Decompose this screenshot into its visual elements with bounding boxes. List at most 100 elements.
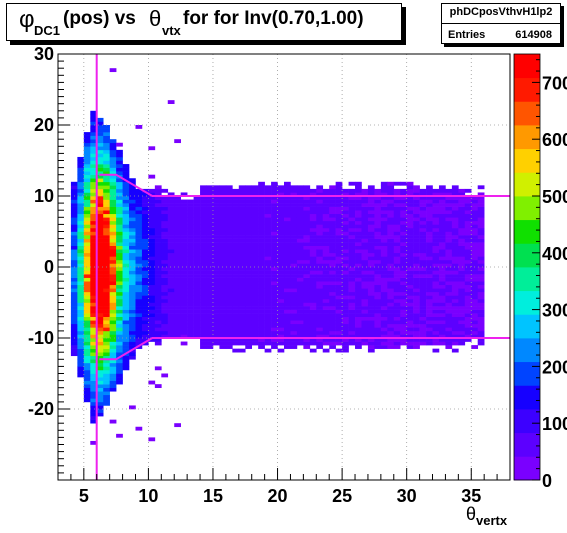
heatmap-cell: [277, 334, 285, 339]
heatmap-cell: [122, 210, 130, 215]
heatmap-cell: [90, 156, 98, 161]
heatmap-cell: [83, 398, 91, 403]
heatmap-cell: [458, 196, 466, 200]
heatmap-cell: [129, 267, 136, 271]
heatmap-cell: [161, 281, 169, 286]
heatmap-cell: [258, 192, 265, 197]
heatmap-cell: [277, 259, 285, 264]
heatmap-cell: [96, 384, 104, 388]
heatmap-cell: [355, 263, 362, 268]
heatmap-cell: [413, 196, 420, 200]
heatmap-cell: [116, 153, 123, 158]
heatmap-cell: [264, 277, 272, 282]
heatmap-cell: [109, 341, 117, 346]
heatmap-cell: [316, 309, 324, 314]
heatmap-cell: [335, 203, 343, 207]
heatmap-cell: [296, 316, 304, 321]
heatmap-cell: [335, 320, 343, 325]
heatmap-cell: [135, 224, 143, 229]
heatmap-cell: [367, 199, 375, 204]
heatmap-cell: [238, 291, 246, 296]
heatmap-cell: [219, 320, 227, 325]
heatmap-cell: [367, 203, 375, 207]
heatmap-cell: [380, 281, 388, 286]
heatmap-cell: [96, 281, 104, 286]
heatmap-cell: [277, 291, 285, 296]
heatmap-cell: [238, 245, 246, 250]
heatmap-cell: [245, 284, 253, 289]
heatmap-cell: [264, 231, 272, 236]
heatmap-cell: [477, 274, 485, 278]
heatmap-cell: [342, 210, 349, 215]
heatmap-cell: [187, 231, 194, 236]
heatmap-cell: [90, 281, 98, 286]
heatmap-cell: [361, 220, 369, 225]
heatmap-cell: [225, 256, 233, 261]
heatmap-cell: [335, 298, 343, 303]
heatmap-cell: [161, 210, 169, 215]
heatmap-cell: [458, 320, 466, 325]
heatmap-cell: [238, 185, 246, 190]
heatmap-cell: [103, 309, 110, 314]
heatmap-cell: [116, 224, 123, 229]
heatmap-cell: [348, 188, 356, 193]
title-middle: (pos) vs: [63, 8, 136, 29]
heatmap-cell: [426, 267, 433, 271]
heatmap-cell: [193, 302, 201, 307]
heatmap-cell: [438, 288, 446, 293]
heatmap-cell: [148, 220, 156, 225]
heatmap-cell: [219, 199, 227, 204]
heatmap-cell: [348, 252, 356, 257]
heatmap-cell: [277, 323, 285, 328]
heatmap-cell: [83, 235, 91, 239]
heatmap-cell: [148, 174, 156, 179]
heatmap-cell: [109, 171, 117, 175]
heatmap-cell: [342, 206, 349, 211]
heatmap-cell: [309, 338, 317, 342]
heatmap-cell: [103, 362, 110, 367]
heatmap-cell: [96, 387, 104, 392]
heatmap-cell: [77, 341, 85, 346]
heatmap-cell: [374, 341, 382, 346]
heatmap-cell: [103, 256, 110, 261]
heatmap-cell: [438, 263, 446, 268]
heatmap-cell: [206, 242, 214, 246]
heatmap-cell: [355, 259, 362, 264]
heatmap-cell: [361, 235, 369, 239]
heatmap-cell: [83, 139, 91, 144]
heatmap-cell: [348, 227, 356, 232]
heatmap-cell: [90, 401, 98, 406]
heatmap-cell: [122, 362, 130, 367]
heatmap-cell: [180, 281, 188, 286]
heatmap-cell: [432, 267, 440, 271]
heatmap-cell: [361, 306, 369, 310]
heatmap-cell: [393, 259, 401, 264]
heatmap-cell: [348, 210, 356, 215]
heatmap-cell: [154, 227, 162, 232]
heatmap-cell: [251, 270, 259, 275]
heatmap-cell: [129, 309, 136, 314]
heatmap-cell: [258, 245, 265, 250]
heatmap-cell: [413, 277, 420, 282]
heatmap-cell: [245, 210, 253, 215]
heatmap-cell: [316, 330, 324, 335]
heatmap-cell: [342, 313, 349, 317]
heatmap-cell: [329, 203, 336, 207]
heatmap-cell: [451, 281, 459, 286]
heatmap-cell: [303, 277, 311, 282]
heatmap-cell: [219, 231, 227, 236]
heatmap-cell: [426, 249, 433, 254]
heatmap-cell: [400, 341, 407, 346]
heatmap-cell: [77, 213, 85, 218]
heatmap-cell: [284, 291, 291, 296]
heatmap-cell: [103, 288, 110, 293]
heatmap-cell: [329, 220, 336, 225]
heatmap-cell: [193, 252, 201, 257]
heatmap-cell: [141, 288, 149, 293]
heatmap-cell: [380, 217, 388, 222]
heatmap-cell: [238, 327, 246, 332]
heatmap-cell: [96, 341, 104, 346]
heatmap-cell: [458, 270, 466, 275]
heatmap-cell: [329, 338, 336, 342]
heatmap-cell: [322, 206, 330, 211]
